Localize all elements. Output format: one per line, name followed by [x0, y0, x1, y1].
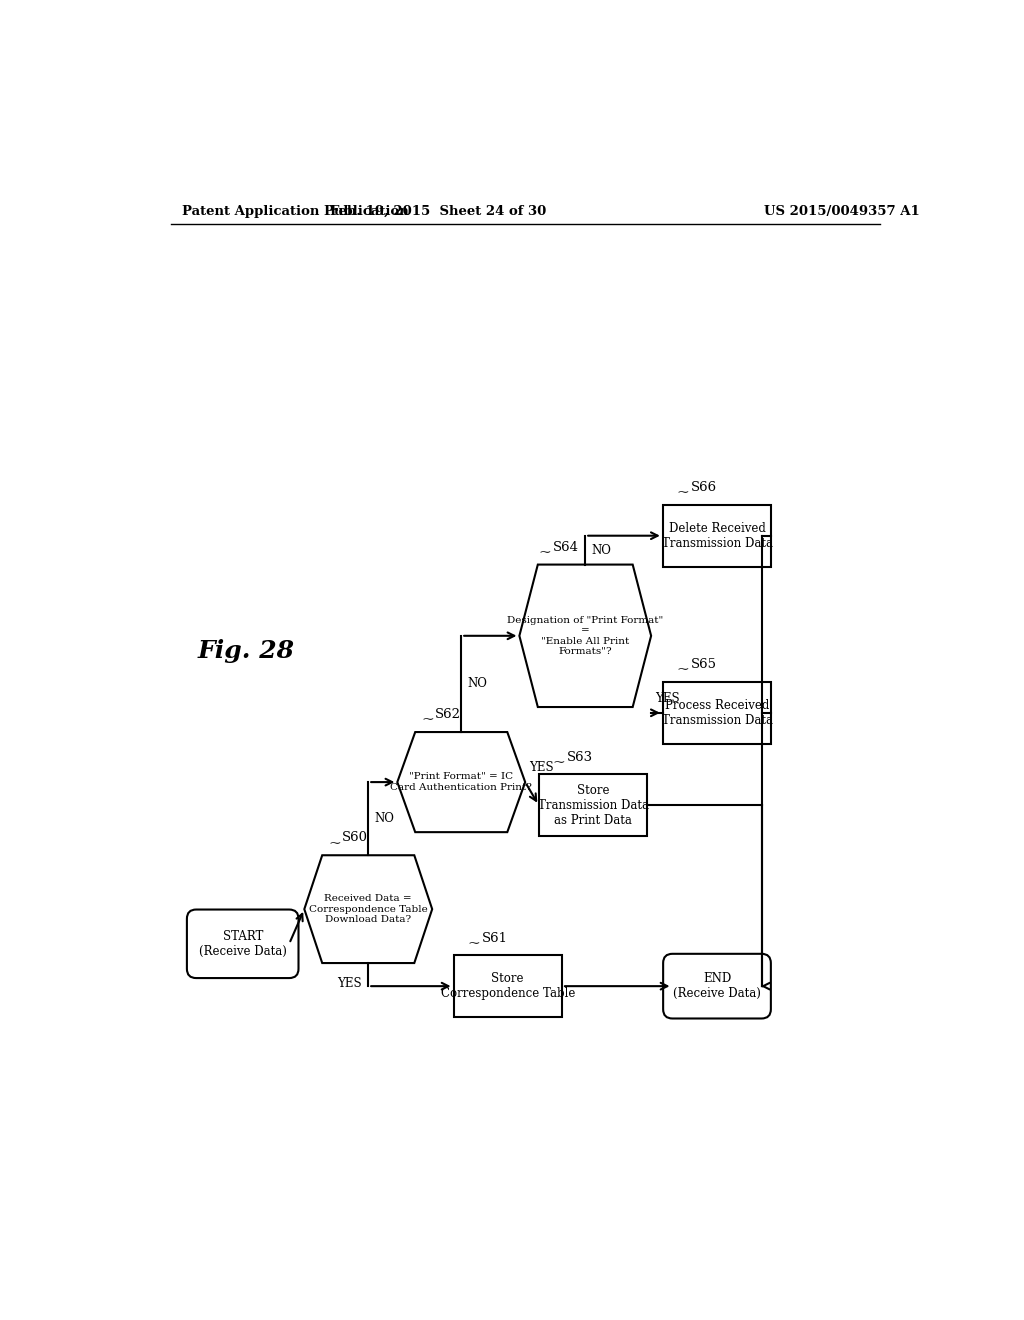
Text: "Print Format" = IC
Card Authentication Print?: "Print Format" = IC Card Authentication … [390, 772, 532, 792]
Text: Delete Received
Transmission Data: Delete Received Transmission Data [662, 521, 772, 549]
Text: S61: S61 [481, 932, 508, 945]
Polygon shape [519, 565, 651, 708]
Text: Feb. 19, 2015  Sheet 24 of 30: Feb. 19, 2015 Sheet 24 of 30 [330, 205, 546, 218]
Polygon shape [397, 733, 525, 832]
Text: ~: ~ [467, 937, 480, 950]
Text: S63: S63 [566, 751, 593, 763]
Bar [663, 504, 771, 566]
Text: ~: ~ [553, 756, 565, 770]
Text: START
(Receive Data): START (Receive Data) [199, 929, 287, 958]
Text: Store
Transmission Data
as Print Data: Store Transmission Data as Print Data [538, 784, 648, 826]
Text: Received Data =
Correspondence Table
Download Data?: Received Data = Correspondence Table Dow… [309, 894, 428, 924]
Bar [454, 956, 562, 1016]
Text: S60: S60 [342, 832, 368, 845]
Text: NO: NO [467, 677, 487, 690]
Text: Designation of "Print Format"
=
"Enable All Print
Formats"?: Designation of "Print Format" = "Enable … [507, 615, 664, 656]
Text: S62: S62 [435, 709, 461, 721]
Text: Fig. 28: Fig. 28 [198, 639, 295, 663]
Text: YES: YES [655, 692, 680, 705]
Polygon shape [304, 855, 432, 964]
Text: ~: ~ [328, 837, 341, 850]
Text: ~: ~ [539, 546, 552, 560]
Bar [663, 682, 771, 743]
Text: END
(Receive Data): END (Receive Data) [673, 972, 761, 1001]
Text: YES: YES [529, 762, 554, 775]
Text: ~: ~ [421, 713, 434, 727]
Text: Store
Correspondence Table: Store Correspondence Table [440, 972, 574, 1001]
Text: Patent Application Publication: Patent Application Publication [182, 205, 409, 218]
Text: S65: S65 [690, 659, 717, 671]
Text: ~: ~ [677, 486, 689, 500]
Text: NO: NO [375, 812, 394, 825]
Text: Process Received
Transmission Data: Process Received Transmission Data [662, 698, 772, 727]
Text: S64: S64 [553, 541, 579, 554]
Text: YES: YES [338, 977, 362, 990]
FancyBboxPatch shape [187, 909, 299, 978]
FancyBboxPatch shape [664, 954, 771, 1019]
Text: ~: ~ [677, 664, 689, 677]
Text: US 2015/0049357 A1: US 2015/0049357 A1 [764, 205, 920, 218]
Bar [539, 775, 647, 836]
Text: NO: NO [592, 544, 611, 557]
Text: S66: S66 [690, 480, 717, 494]
